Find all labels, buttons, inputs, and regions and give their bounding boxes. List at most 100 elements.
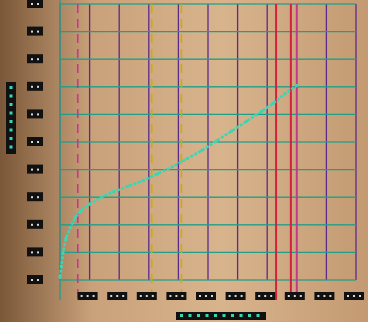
y-tick-label-glyph bbox=[37, 58, 39, 61]
x-tick-label-glyph bbox=[287, 295, 290, 297]
y-tick-label bbox=[27, 192, 43, 202]
x-tick-label-glyph bbox=[92, 295, 95, 297]
y-axis-label-glyph bbox=[9, 86, 13, 89]
x-tick-label-glyph bbox=[299, 295, 302, 297]
y-tick-label-glyph bbox=[31, 85, 33, 88]
y-tick-label-glyph bbox=[31, 168, 33, 171]
x-tick-label-glyph bbox=[175, 295, 178, 297]
x-tick-label bbox=[284, 292, 305, 300]
y-tick-label bbox=[27, 81, 43, 91]
data-point bbox=[259, 110, 263, 114]
data-point bbox=[73, 216, 77, 220]
data-point bbox=[79, 209, 83, 213]
vertical-markers bbox=[76, 4, 298, 300]
y-tick-label-box bbox=[27, 164, 43, 174]
y-tick-label-glyph bbox=[31, 3, 33, 5]
x-axis-label-glyph bbox=[180, 314, 183, 317]
y-tick-label bbox=[27, 54, 43, 64]
y-axis-label-glyph bbox=[9, 137, 13, 140]
x-tick-label-glyph bbox=[329, 295, 332, 297]
x-tick-label-glyph bbox=[181, 295, 184, 297]
data-point bbox=[58, 275, 62, 279]
y-tick-label bbox=[27, 164, 43, 174]
y-tick-label bbox=[27, 109, 43, 119]
x-axis-label-glyph bbox=[231, 314, 234, 317]
data-point bbox=[126, 184, 130, 188]
y-tick-label-glyph bbox=[37, 3, 39, 5]
y-tick-label-box bbox=[27, 219, 43, 229]
y-tick-label-glyph bbox=[37, 168, 39, 171]
x-tick-label-glyph bbox=[151, 295, 154, 297]
y-axis-tick-labels bbox=[27, 0, 43, 284]
y-axis-label-glyph bbox=[9, 111, 13, 115]
x-tick-label-glyph bbox=[145, 295, 148, 297]
data-point bbox=[230, 129, 234, 133]
x-tick-label bbox=[314, 292, 335, 300]
y-tick-label-glyph bbox=[37, 113, 39, 116]
x-tick-label-glyph bbox=[323, 295, 326, 297]
y-tick-label-glyph bbox=[31, 223, 33, 226]
data-point bbox=[111, 190, 115, 194]
y-tick-label-box bbox=[27, 26, 43, 36]
y-tick-label-box bbox=[27, 109, 43, 119]
data-point bbox=[170, 165, 175, 169]
x-tick-label-glyph bbox=[264, 295, 267, 297]
x-tick-label bbox=[77, 292, 98, 300]
x-tick-label-glyph bbox=[199, 295, 201, 297]
y-axis-label-glyph bbox=[9, 145, 13, 149]
y-tick-label-box bbox=[27, 0, 43, 8]
y-tick-label bbox=[27, 219, 43, 229]
y-tick-label-glyph bbox=[31, 113, 33, 116]
x-axis-label-glyph bbox=[188, 314, 192, 317]
x-tick-label bbox=[255, 292, 276, 300]
data-point bbox=[283, 92, 287, 96]
y-tick-label-glyph bbox=[37, 30, 39, 33]
x-tick-label-glyph bbox=[116, 295, 119, 297]
x-tick-label-glyph bbox=[80, 295, 83, 297]
y-tick-label-box bbox=[27, 247, 43, 257]
x-tick-label bbox=[225, 292, 246, 300]
x-tick-label-glyph bbox=[317, 295, 320, 297]
y-tick-label-box bbox=[27, 81, 43, 91]
data-point bbox=[68, 225, 72, 230]
x-tick-label bbox=[107, 292, 128, 300]
series-layer bbox=[58, 83, 299, 279]
data-point bbox=[59, 264, 64, 268]
y-tick-label-glyph bbox=[37, 223, 39, 226]
y-axis-label-glyph bbox=[9, 103, 13, 106]
y-axis-label-glyph bbox=[9, 128, 13, 132]
data-point bbox=[141, 179, 145, 183]
x-tick-label-glyph bbox=[359, 295, 361, 297]
x-axis-tick-labels bbox=[77, 292, 364, 300]
x-tick-label bbox=[136, 292, 157, 300]
data-point bbox=[156, 172, 160, 176]
y-axis-label-glyph bbox=[9, 94, 13, 98]
x-axis-label-glyph bbox=[205, 314, 209, 317]
x-axis-label-glyph bbox=[256, 314, 260, 317]
y-axis-label bbox=[6, 82, 16, 154]
x-tick-label-glyph bbox=[234, 295, 237, 297]
y-tick-label-glyph bbox=[31, 141, 33, 143]
axis-labels bbox=[6, 82, 266, 320]
y-tick-label-glyph bbox=[37, 251, 39, 254]
data-point bbox=[88, 202, 92, 206]
x-tick-label-glyph bbox=[293, 295, 296, 297]
x-tick-label-glyph bbox=[122, 295, 125, 297]
data-point bbox=[244, 119, 249, 123]
x-tick-label-glyph bbox=[86, 295, 89, 297]
y-tick-label-box bbox=[27, 54, 43, 64]
y-tick-label-glyph bbox=[37, 196, 39, 199]
x-axis-label-glyph bbox=[214, 314, 217, 317]
x-tick-label bbox=[196, 292, 216, 300]
x-tick-label bbox=[166, 292, 187, 300]
x-axis-label-glyph bbox=[222, 314, 226, 317]
x-axis-label-glyph bbox=[248, 314, 251, 317]
x-axis-label bbox=[176, 312, 266, 320]
x-tick-label-glyph bbox=[110, 295, 113, 297]
x-tick-label-glyph bbox=[270, 295, 273, 297]
y-tick-label bbox=[27, 275, 43, 284]
data-point bbox=[215, 139, 219, 143]
x-axis-label-glyph bbox=[239, 314, 243, 317]
